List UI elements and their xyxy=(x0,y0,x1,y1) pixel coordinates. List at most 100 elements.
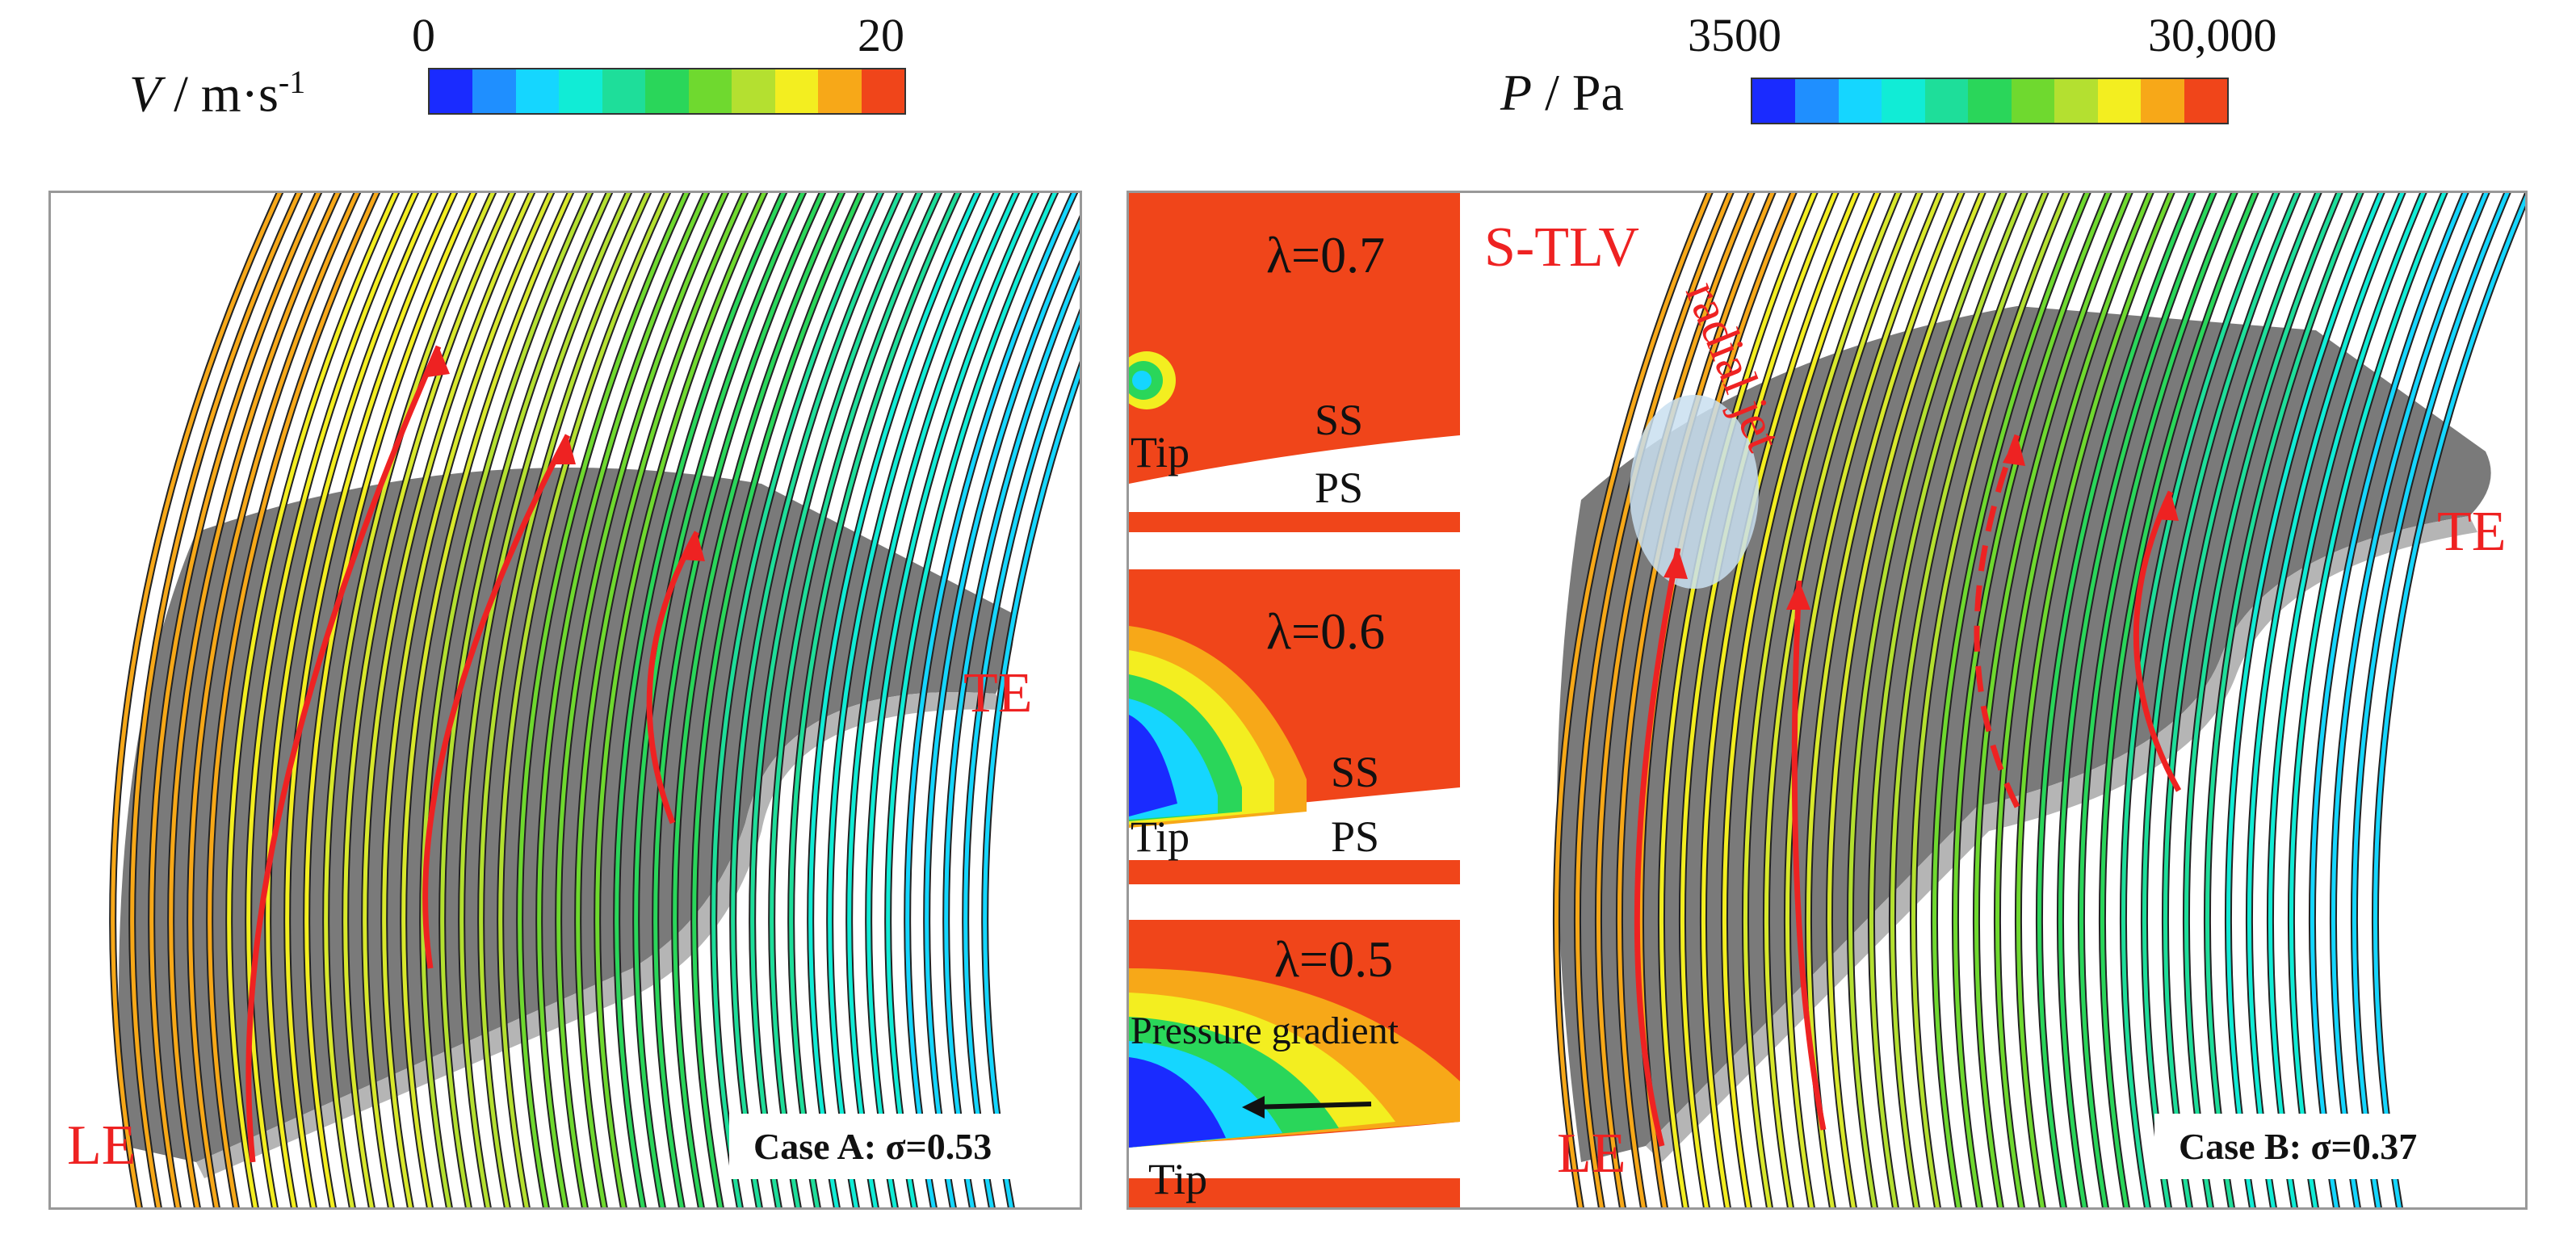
streamline xyxy=(188,193,359,1207)
colorbar-segment xyxy=(602,69,646,113)
streamline xyxy=(615,193,786,1207)
colorbar-segment xyxy=(2184,79,2227,123)
pressure-colorbar xyxy=(1751,78,2229,124)
colorbar-segment xyxy=(2011,79,2055,123)
velocity-unit: / m·s xyxy=(161,65,279,123)
streamline xyxy=(2205,193,2363,1207)
contour-plot-0 xyxy=(1129,193,1460,532)
contour-plot-1 xyxy=(1129,569,1460,884)
streamline xyxy=(653,193,824,1207)
streamline xyxy=(1911,193,2069,1207)
streamline xyxy=(1932,193,2090,1207)
streamline xyxy=(770,193,941,1207)
case-b-flow-arrows xyxy=(1634,434,2182,1147)
contour-lambda-2: λ=0.5 xyxy=(1274,930,1394,988)
case-a-panel: TE LE Case A: σ=0.53 xyxy=(48,191,1082,1210)
case-b-le-label: LE xyxy=(1557,1123,1626,1185)
contour-ss-1: SS xyxy=(1331,748,1380,796)
contour-ss-0: SS xyxy=(1315,396,1364,444)
colorbar-segment xyxy=(645,69,689,113)
pressure-colorbar-min: 3500 xyxy=(1688,9,1781,61)
streamline xyxy=(343,193,514,1207)
streamline xyxy=(983,365,1080,1207)
contour-ps-0: PS xyxy=(1315,464,1364,512)
streamline xyxy=(963,313,1080,1207)
streamline xyxy=(2268,193,2426,1207)
streamline xyxy=(266,193,437,1207)
contour-tip-2: Tip xyxy=(1148,1155,1208,1203)
streamline xyxy=(208,193,379,1207)
streamline xyxy=(711,193,883,1207)
streamline xyxy=(2247,193,2405,1207)
contour-tip-0: Tip xyxy=(1131,428,1190,476)
case-a-caption: Case A: σ=0.53 xyxy=(729,1114,1017,1179)
colorbar-segment xyxy=(732,69,775,113)
velocity-colorbar xyxy=(428,68,906,115)
streamline xyxy=(731,193,902,1207)
case-b-streamline-plot xyxy=(1552,193,2525,1207)
colorbar-segment xyxy=(472,69,516,113)
case-b-tip-vortex xyxy=(1630,395,1759,589)
streamline xyxy=(518,193,689,1207)
streamline xyxy=(285,193,456,1207)
streamline xyxy=(886,193,1057,1207)
contour-ps-1: PS xyxy=(1331,812,1380,861)
case-b-vortex-label: S-TLV xyxy=(1484,216,1639,279)
colorbar-segment xyxy=(1838,79,1882,123)
streamline xyxy=(421,193,592,1207)
streamline xyxy=(130,193,301,1207)
colorbar-segment xyxy=(688,69,732,113)
streamline xyxy=(1974,193,2132,1207)
streamline xyxy=(576,193,747,1207)
streamline xyxy=(1554,193,1712,1207)
streamline xyxy=(1848,193,2006,1207)
streamline xyxy=(2310,193,2468,1207)
streamline xyxy=(149,193,321,1207)
case-b-panel: λ=0.7 SS PS Tip λ=0.6 SS PS Tip xyxy=(1126,191,2528,1210)
streamline xyxy=(1722,193,1880,1207)
streamline xyxy=(1575,193,1733,1207)
streamline xyxy=(2289,193,2447,1207)
streamline xyxy=(2373,195,2525,1207)
contour-gradient-2: Pressure gradient xyxy=(1131,1009,1399,1052)
contour-inset-2: λ=0.5 Pressure gradient Tip xyxy=(1129,920,1460,1207)
streamline xyxy=(111,193,282,1207)
streamline xyxy=(828,193,999,1207)
colorbar-segment xyxy=(515,69,560,113)
colorbar-segment xyxy=(774,69,819,113)
streamline xyxy=(1785,193,1943,1207)
streamline xyxy=(227,193,398,1207)
colorbar-segment xyxy=(2141,79,2184,123)
case-a-flow-arrows xyxy=(245,345,700,1163)
case-b-arrowhead xyxy=(1663,548,1688,579)
streamline xyxy=(905,193,1076,1207)
streamline xyxy=(2163,193,2321,1207)
colorbar-segment xyxy=(430,69,473,113)
contour-tip-1: Tip xyxy=(1131,812,1190,861)
velocity-symbol: V xyxy=(129,65,162,123)
velocity-unit-sup: -1 xyxy=(278,64,306,100)
streamline xyxy=(866,193,1038,1207)
colorbar-segment xyxy=(1968,79,2012,123)
case-b-streamlines xyxy=(1552,193,2525,1207)
streamline xyxy=(246,193,417,1207)
case-b-arrowhead xyxy=(1786,581,1810,610)
streamline xyxy=(1827,193,1985,1207)
colorbar-segment xyxy=(2054,79,2098,123)
velocity-colorbar-min: 0 xyxy=(412,9,435,61)
streamline xyxy=(925,219,1080,1207)
contour-inset-1: λ=0.6 SS PS Tip xyxy=(1129,569,1460,884)
colorbar-segment xyxy=(1882,79,1925,123)
velocity-colorbar-max: 20 xyxy=(858,9,904,61)
streamline xyxy=(1596,193,1754,1207)
streamline xyxy=(459,193,631,1207)
streamline xyxy=(1659,193,1817,1207)
case-a-blade-edge xyxy=(196,692,1002,1178)
streamline xyxy=(1701,193,1859,1207)
pressure-unit: / Pa xyxy=(1532,64,1624,121)
streamline xyxy=(2142,193,2300,1207)
streamline xyxy=(1764,193,1922,1207)
streamline xyxy=(2016,193,2174,1207)
streamline xyxy=(2184,193,2342,1207)
streamline xyxy=(324,193,495,1207)
